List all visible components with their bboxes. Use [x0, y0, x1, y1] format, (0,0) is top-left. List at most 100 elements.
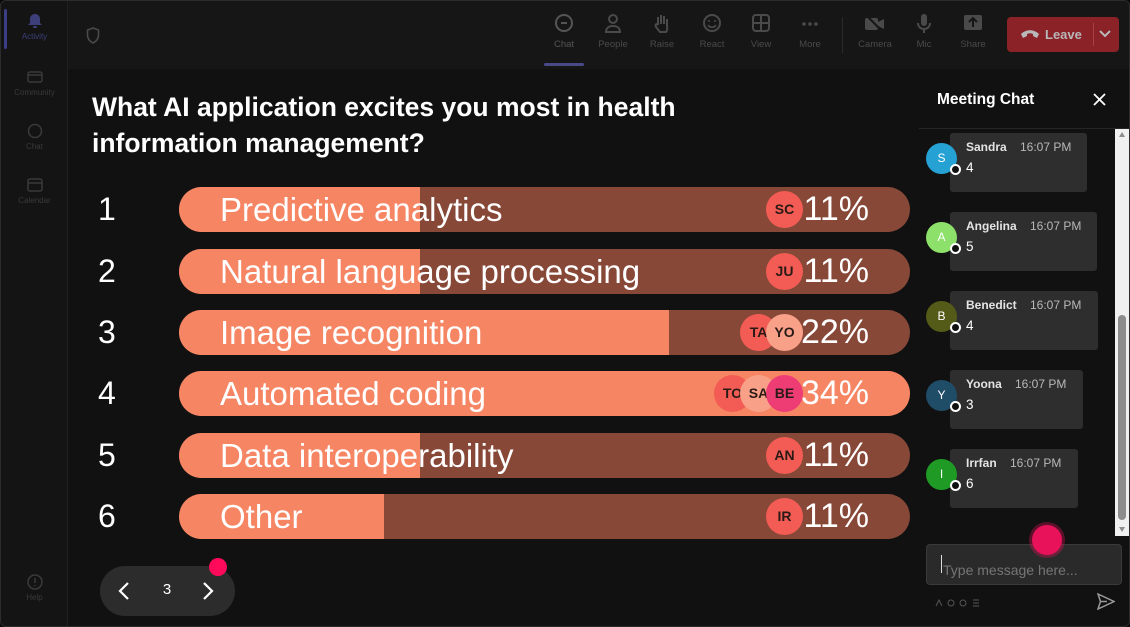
poll-option: 2 Natural language processing JU 11% — [68, 249, 919, 295]
poll-option: 4 Automated coding TO SA BE 34% — [68, 371, 919, 417]
rail-item-calendar[interactable]: Calendar — [1, 177, 68, 205]
message-bubble: Sandra 16:07 PM 4 — [950, 133, 1087, 192]
chevron-left-icon[interactable] — [118, 581, 130, 601]
camera-button[interactable]: Camera — [855, 11, 895, 59]
avatar: S — [926, 143, 961, 175]
option-label: Predictive analytics — [220, 191, 503, 228]
option-bar: Image recognition TA YO 22% — [179, 310, 910, 355]
message-text: 3 — [966, 397, 974, 412]
option-number: 5 — [98, 437, 116, 473]
option-percent: 34% — [800, 374, 869, 412]
share-button[interactable]: Share — [953, 11, 993, 59]
voter-avatars: TA YO — [740, 314, 803, 352]
format-tools-icon[interactable] — [935, 598, 995, 608]
voter-avatars: IR — [766, 498, 803, 536]
smiley-icon — [703, 14, 721, 32]
chat-bubble-icon — [555, 14, 573, 32]
avatar-initial: Y — [937, 388, 946, 402]
close-icon[interactable] — [1093, 93, 1106, 106]
avatar-initial: A — [937, 230, 946, 244]
avatar: A — [926, 222, 961, 254]
chat-message: Sandra 16:07 PM 4 S — [919, 133, 1115, 195]
voter-avatar: SC — [766, 191, 803, 228]
presence-dot — [950, 480, 961, 491]
option-percent: 11% — [803, 436, 869, 474]
chevron-right-icon[interactable] — [202, 581, 214, 601]
poll-option: 1 Predictive analytics SC 11% — [68, 187, 919, 233]
voter-avatars: SC — [766, 191, 803, 229]
person-icon — [604, 14, 622, 33]
chat-message: Yoona 16:07 PM 3 Y — [919, 370, 1115, 432]
option-label: Other — [220, 498, 303, 535]
grid-icon — [752, 14, 770, 32]
option-percent: 11% — [803, 497, 869, 535]
option-percent: 22% — [800, 313, 869, 351]
page-number: 3 — [162, 581, 172, 598]
rail-active-indicator — [4, 9, 7, 49]
presence-dot — [950, 322, 961, 333]
voter-avatars: TO SA BE — [714, 375, 803, 413]
chat-toolbar-button[interactable]: Chat — [544, 11, 584, 59]
pointer-indicator — [1032, 525, 1062, 555]
message-timestamp: 16:07 PM — [1030, 298, 1082, 312]
toolbar-divider — [842, 17, 843, 53]
raise-hand-button[interactable]: Raise — [642, 11, 682, 59]
mic-button[interactable]: Mic — [904, 11, 944, 59]
rail-item-help[interactable]: Help — [1, 574, 68, 602]
voter-avatar: AN — [766, 437, 803, 474]
meeting-chat-panel: Meeting Chat Sandra 16:07 PM 4 S Angelina 16:… — [919, 69, 1129, 626]
send-icon[interactable] — [1097, 593, 1115, 610]
avatar-initial: I — [939, 467, 944, 481]
avatar-initial: S — [937, 151, 946, 165]
voter-avatars: JU — [766, 253, 803, 291]
scroll-down-arrow[interactable] — [1119, 527, 1125, 532]
voter-avatar: IR — [766, 498, 803, 535]
message-timestamp: 16:07 PM — [1030, 219, 1082, 233]
mic-icon — [917, 14, 931, 33]
avatar: I — [926, 459, 961, 491]
chat-message-input[interactable] — [926, 544, 1122, 585]
poll-question: What AI application excites you most in … — [92, 92, 676, 158]
message-bubble: Angelina 16:07 PM 5 — [950, 212, 1097, 271]
option-number: 4 — [98, 375, 116, 411]
chat-title: Meeting Chat — [937, 91, 1035, 108]
chat-scrollbar[interactable] — [1115, 129, 1129, 536]
poll-option: 3 Image recognition TA YO 22% — [68, 310, 919, 356]
help-icon — [26, 574, 43, 590]
option-percent: 11% — [803, 252, 869, 290]
rail-item-chat[interactable]: Chat — [1, 123, 68, 151]
more-button[interactable]: More — [790, 11, 830, 59]
scroll-up-arrow[interactable] — [1119, 132, 1125, 137]
option-bar-fill — [179, 310, 669, 355]
leave-button[interactable]: Leave — [1007, 17, 1119, 52]
voter-avatar: JU — [766, 253, 803, 290]
rail-item-activity[interactable]: Activity — [1, 13, 68, 41]
option-bar: Other IR 11% — [179, 494, 910, 539]
sender-name: Yoona — [966, 377, 1002, 391]
option-percent: 11% — [803, 190, 869, 228]
option-bar-fill — [179, 433, 421, 478]
rail-item-community[interactable]: Community — [1, 69, 68, 97]
message-timestamp: 16:07 PM — [1020, 140, 1072, 154]
app-rail: Activity Community Chat Calendar Help — [1, 1, 68, 626]
option-bar: Predictive analytics SC 11% — [179, 187, 910, 232]
pointer-indicator — [209, 558, 227, 576]
scrollbar-thumb[interactable] — [1118, 315, 1126, 520]
presence-dot — [950, 243, 961, 254]
active-tab-indicator — [544, 63, 584, 66]
option-label: Data interoperability — [220, 437, 514, 474]
community-icon — [26, 71, 43, 83]
view-button[interactable]: View — [741, 11, 781, 59]
option-number: 1 — [98, 191, 116, 227]
poll-option: 6 Other IR 11% — [68, 494, 919, 540]
people-toolbar-button[interactable]: People — [593, 11, 633, 59]
react-button[interactable]: React — [692, 11, 732, 59]
message-text: 4 — [966, 160, 974, 175]
phone-hangup-icon — [1021, 30, 1039, 38]
message-timestamp: 16:07 PM — [1010, 456, 1062, 470]
voter-avatar: YO — [766, 314, 803, 351]
chevron-down-icon[interactable] — [1099, 29, 1111, 39]
chat-message: Benedict 16:07 PM 4 B — [919, 291, 1115, 353]
presence-dot — [950, 164, 961, 175]
